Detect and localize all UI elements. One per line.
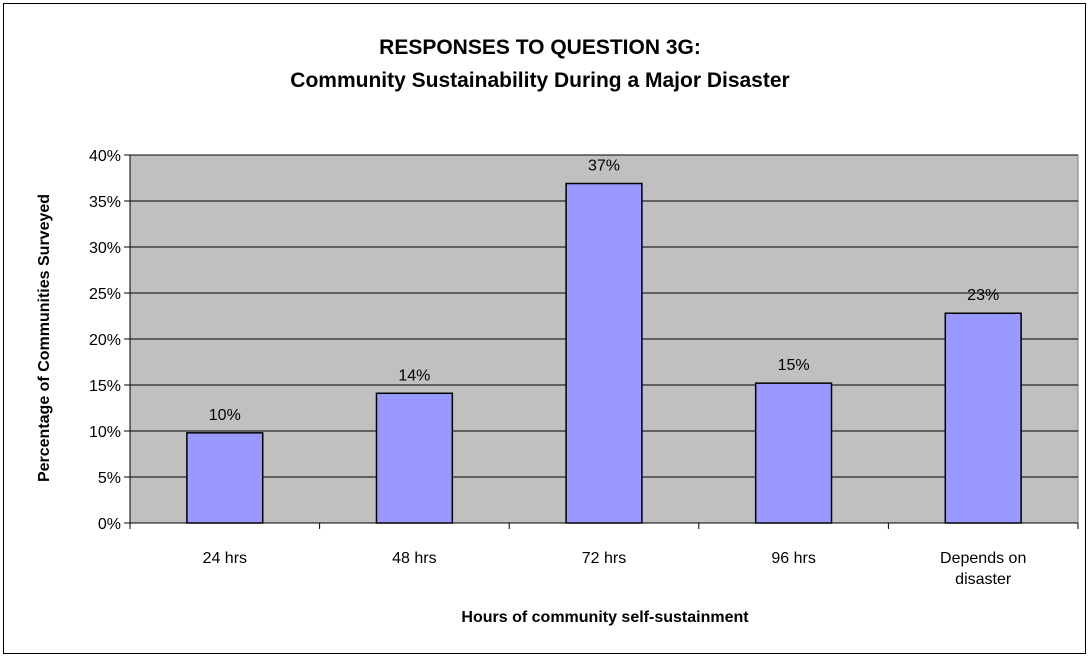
y-tick-label: 10%	[89, 424, 121, 441]
x-tick-label: 72 hrs	[582, 550, 626, 567]
y-tick-label: 25%	[89, 286, 121, 303]
x-tick-label: 96 hrs	[771, 550, 815, 567]
x-tick-label: Depends on disaster	[940, 550, 1026, 588]
x-tick-label: 48 hrs	[392, 550, 436, 567]
y-tick-label: 30%	[89, 240, 121, 257]
bar	[186, 432, 264, 524]
y-tick-label: 20%	[89, 332, 121, 349]
chart-subtitle: Community Sustainability During a Major …	[290, 69, 789, 92]
y-tick-label: 0%	[98, 516, 121, 533]
x-axis-title: Hours of community self-sustainment	[461, 609, 749, 626]
bar-data-label: 37%	[588, 158, 620, 175]
bar-data-label: 23%	[967, 287, 999, 304]
chart-title: RESPONSES TO QUESTION 3G:	[379, 36, 701, 59]
bar-data-label: 14%	[398, 367, 430, 384]
bar-data-label: 15%	[778, 357, 810, 374]
y-tick-label: 15%	[89, 378, 121, 395]
bar	[754, 382, 833, 524]
bar	[375, 392, 454, 524]
y-axis-title: Percentage of Communities Surveyed	[36, 194, 53, 482]
y-tick-label: 40%	[89, 148, 121, 165]
x-tick-label: 24 hrs	[203, 550, 247, 567]
bar-data-label: 10%	[209, 407, 241, 424]
y-tick-label: 35%	[89, 194, 121, 211]
y-tick-label: 5%	[98, 470, 121, 487]
bar	[944, 312, 1022, 524]
bar	[565, 182, 643, 524]
